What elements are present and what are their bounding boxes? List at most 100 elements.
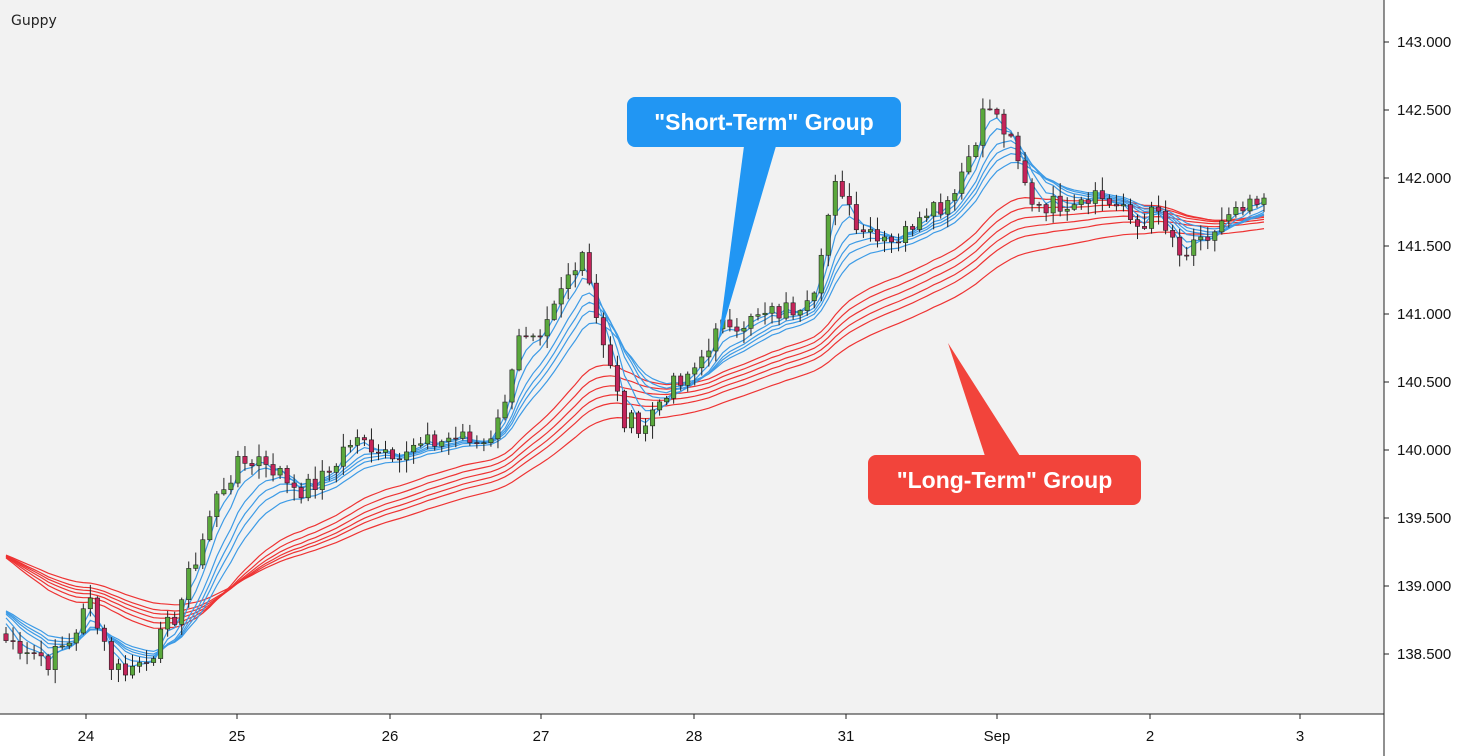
candle-body	[987, 108, 993, 111]
candle-body	[804, 300, 810, 311]
candle-body	[277, 467, 283, 476]
candle-body	[404, 451, 410, 461]
candle-body	[572, 270, 578, 276]
candle-body	[467, 431, 473, 443]
long-term-callout: "Long-Term" Group	[868, 455, 1141, 505]
candle-body	[811, 292, 817, 301]
y-tick-label: 139.000	[1397, 578, 1451, 595]
long-term-ema-line	[5, 220, 1265, 612]
long-term-callout-pointer	[948, 343, 1020, 456]
candle-body	[1170, 230, 1176, 238]
candle-body	[263, 456, 269, 465]
candle-body	[326, 470, 332, 473]
x-tick-label: 25	[229, 728, 246, 745]
candle-body	[565, 274, 571, 289]
candle-body	[1142, 226, 1148, 229]
candle-body	[586, 252, 592, 284]
candle-body	[1029, 182, 1035, 205]
x-tick-label: 28	[686, 728, 703, 745]
y-tick-label: 141.500	[1397, 238, 1451, 255]
candle-body	[481, 442, 487, 445]
candle-body	[846, 196, 852, 205]
candle-body	[853, 204, 859, 231]
x-tick-label: 3	[1296, 728, 1304, 745]
y-tick-label: 142.500	[1397, 102, 1451, 119]
y-tick-label: 141.000	[1397, 306, 1451, 323]
long-term-ema-line	[5, 215, 1265, 616]
candle-body	[1205, 236, 1211, 241]
candle-body	[650, 409, 656, 427]
candle-body	[643, 425, 649, 434]
candle-body	[115, 663, 121, 670]
candle-body	[45, 655, 51, 670]
candle-body	[228, 482, 234, 490]
candle-body	[24, 652, 30, 654]
candle-body	[474, 442, 480, 444]
candle-body	[1120, 204, 1126, 207]
candle-body	[354, 437, 360, 446]
candle-body	[621, 390, 627, 429]
candle-body	[917, 217, 923, 230]
candle-body	[678, 375, 684, 386]
candle-body	[1036, 203, 1042, 206]
candle-body	[1043, 204, 1049, 214]
candle-body	[523, 335, 529, 338]
short-term-ema-line	[5, 140, 1265, 659]
candle-body	[1001, 113, 1007, 135]
y-tick-label: 143.000	[1397, 34, 1451, 51]
candle-body	[699, 356, 705, 369]
candle-body	[629, 412, 634, 429]
candle-body	[347, 445, 353, 448]
candle-body	[825, 214, 831, 256]
candle-body	[186, 568, 192, 601]
candle-body	[256, 456, 262, 467]
candle-body	[52, 645, 58, 670]
candle-body	[1156, 206, 1162, 212]
candle-body	[980, 108, 986, 146]
candle-body	[10, 640, 16, 642]
candle-body	[889, 236, 894, 243]
candle-body	[938, 202, 944, 215]
candle-body	[165, 616, 171, 630]
candle-body	[607, 344, 613, 366]
candle-body	[1198, 236, 1204, 241]
candle-body	[544, 319, 550, 337]
candle-body	[425, 434, 431, 445]
candle-body	[882, 236, 887, 242]
candle-body	[108, 641, 114, 670]
candle-body	[593, 282, 599, 318]
candle-body	[1261, 197, 1267, 205]
candle-body	[214, 493, 220, 518]
candle-body	[242, 456, 248, 464]
candle-body	[207, 516, 213, 541]
candle-body	[291, 482, 297, 488]
candle-body	[579, 252, 585, 272]
candle-body	[832, 181, 838, 216]
candle-body	[1071, 204, 1077, 210]
candle-body	[910, 226, 916, 230]
candle-body	[59, 645, 65, 648]
candle-body	[1226, 214, 1232, 222]
candle-body	[966, 156, 972, 173]
candle-body	[952, 193, 958, 201]
candle-body	[80, 608, 86, 634]
candle-body	[614, 365, 620, 392]
candle-body	[376, 451, 381, 454]
long-term-ema-group	[5, 196, 1265, 629]
candle-body	[727, 319, 733, 328]
candle-body	[769, 306, 775, 314]
candle-body	[734, 326, 740, 332]
candle-body	[748, 315, 754, 329]
candle-body	[305, 478, 311, 499]
chart-title: Guppy	[11, 13, 57, 29]
candle-body	[818, 254, 824, 294]
x-tick-label: 2	[1146, 728, 1154, 745]
y-tick-label: 142.000	[1397, 170, 1451, 187]
x-tick-label: Sep	[984, 728, 1011, 745]
x-tick-label: 27	[533, 728, 550, 745]
candle-body	[1191, 239, 1197, 256]
x-tick-label: 24	[78, 728, 95, 745]
candle-body	[959, 171, 965, 194]
candle-body	[671, 375, 677, 399]
